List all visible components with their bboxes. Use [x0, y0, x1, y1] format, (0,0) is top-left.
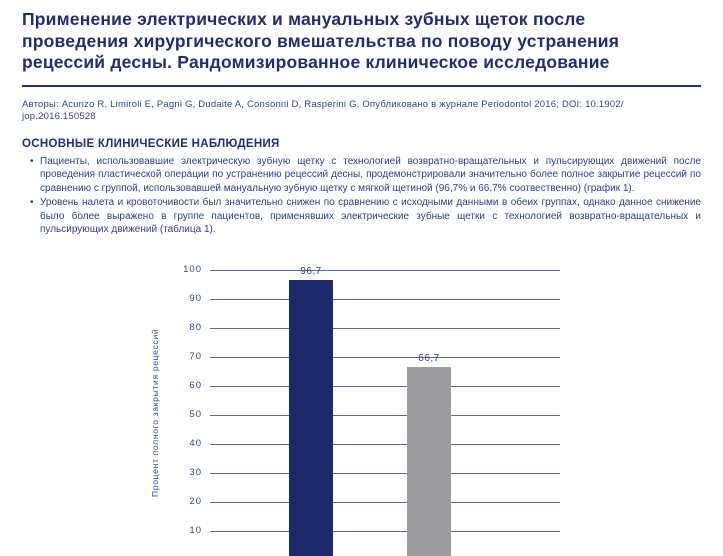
- y-tick-label: 40: [189, 438, 202, 449]
- authors-citation: Авторы: Acunzo R, Limiroli E, Pagni G, D…: [22, 99, 682, 123]
- section-heading: ОСНОВНЫЕ КЛИНИЧЕСКИЕ НАБЛЮДЕНИЯ: [22, 137, 280, 150]
- y-tick-label: 60: [189, 380, 202, 391]
- y-tick-label: 50: [189, 409, 202, 420]
- y-tick-label: 90: [189, 293, 202, 304]
- gridline: [210, 531, 560, 532]
- bar-2: [407, 366, 451, 556]
- gridline: [210, 473, 560, 474]
- bar-1: [289, 279, 333, 556]
- page-title-line: рецессий десны. Рандомизированное клинич…: [22, 52, 610, 72]
- y-tick-label: 100: [183, 264, 202, 275]
- gridline: [210, 357, 560, 358]
- title-divider: [22, 84, 701, 87]
- page-title: Применение электрических и мануальных зу…: [22, 9, 701, 74]
- gridline: [210, 502, 560, 503]
- finding-item: Уровень налета и кровоточивости был знач…: [30, 196, 701, 237]
- authors-line: jop.2016.150528: [22, 110, 96, 122]
- findings-list: Пациенты, использовавшие электрическую з…: [22, 155, 701, 237]
- bar-value-label: 96,7: [300, 265, 322, 277]
- chart: Процент полного закрытия рецессий 96,7 66…: [0, 260, 723, 556]
- y-tick-label: 20: [189, 496, 202, 507]
- authors-line: Авторы: Acunzo R, Limiroli E, Pagni G, D…: [22, 98, 624, 110]
- gridline: [210, 386, 560, 387]
- bar-value-label: 66,7: [418, 352, 440, 364]
- document-content: Применение электрических и мануальных зу…: [0, 0, 723, 237]
- y-tick-label: 80: [189, 322, 202, 333]
- gridline: [210, 299, 560, 300]
- gridline: [210, 444, 560, 445]
- finding-item: Пациенты, использовавшие электрическую з…: [30, 155, 701, 196]
- y-tick-label: 10: [189, 525, 202, 536]
- page-title-line: Применение электрических и мануальных зу…: [22, 9, 586, 29]
- plot-area: 96,7 66,7: [210, 266, 560, 556]
- y-tick-label: 70: [189, 351, 202, 362]
- y-tick-label: 30: [189, 467, 202, 478]
- gridline: [210, 415, 560, 416]
- gridline: [210, 328, 560, 329]
- gridline: [210, 270, 560, 271]
- page-title-line: проведения хирургического вмешательства …: [22, 30, 620, 51]
